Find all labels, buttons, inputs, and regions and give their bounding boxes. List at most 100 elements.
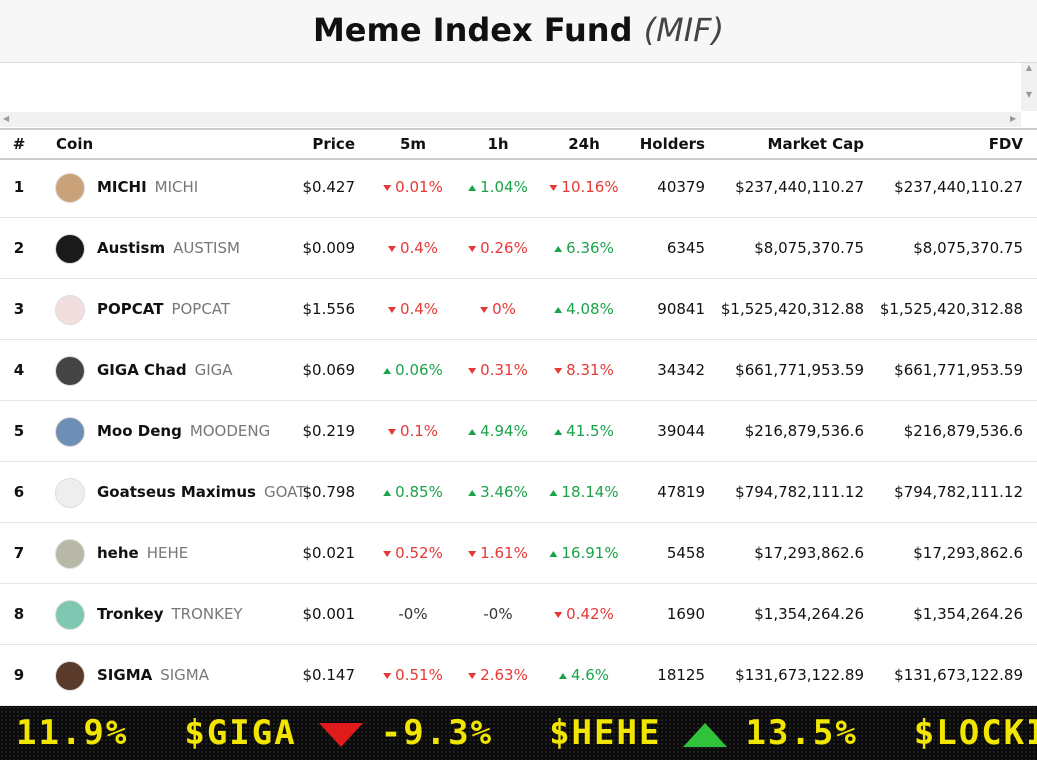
column-header: #: [12, 135, 26, 153]
price: $1.556: [302, 300, 356, 318]
fdv: $794,782,111.12: [894, 483, 1023, 501]
coin: hehe HEHE: [97, 523, 188, 583]
price: $0.427: [302, 178, 356, 196]
change-h24: 4.6%: [558, 645, 609, 705]
trend-arrow: [387, 428, 396, 435]
market-cap: $794,782,111.12: [735, 483, 864, 501]
trend-arrow: [468, 367, 477, 374]
coin: POPCAT POPCAT: [97, 279, 230, 339]
change-value: 1.61%: [480, 544, 528, 562]
ticker-change: 11.9%: [16, 713, 129, 753]
change-value: 0.31%: [480, 361, 528, 379]
table-row: 9 SIGMA SIGMA $0.147 0.51% 2.63% 4.6% 18125 $131…: [0, 645, 1037, 706]
trend-arrow: [468, 550, 477, 557]
coin-symbol: SIGMA: [160, 666, 210, 684]
fdv: $131,673,122.89: [894, 666, 1023, 684]
change-m5: 0.06%: [383, 340, 443, 400]
rank: 8: [13, 605, 25, 623]
change-h24: 18.14%: [549, 462, 619, 522]
coin-name: hehe: [97, 544, 139, 562]
change-h24: 0.42%: [554, 584, 614, 644]
coin-avatar: [55, 539, 85, 569]
market-cap: $8,075,370.75: [754, 239, 864, 257]
price: $0.219: [302, 422, 356, 440]
trend-arrow: [383, 367, 392, 374]
coin: Moo Deng MOODENG: [97, 401, 270, 461]
change-h24: 6.36%: [554, 218, 614, 278]
trend-arrow: [554, 245, 563, 252]
change-value: 2.63%: [480, 666, 528, 684]
coin-avatar: [55, 295, 85, 325]
coin: MICHI MICHI: [97, 157, 198, 217]
coin-name: GIGA Chad: [97, 361, 187, 379]
trend-arrow: [558, 672, 567, 679]
fdv: $237,440,110.27: [894, 178, 1023, 196]
column-header: Coin: [56, 135, 94, 153]
trend-arrow: [468, 245, 477, 252]
change-h24: 16.91%: [549, 523, 619, 583]
change-m5: 0.85%: [383, 462, 443, 522]
change-value: 4.08%: [566, 300, 614, 318]
trend-arrow: [554, 306, 563, 313]
holders: 40379: [657, 178, 705, 196]
change-m5: 0.52%: [383, 523, 443, 583]
change-value: 0.85%: [395, 483, 443, 501]
table-row: 3 POPCAT POPCAT $1.556 0.4% 0% 4.08% 90841 $1,52…: [0, 279, 1037, 340]
trend-arrow: [549, 184, 558, 191]
coin-avatar: [55, 173, 85, 203]
coin-name: POPCAT: [97, 300, 164, 318]
ticker-symbol: $HEHE: [549, 713, 662, 753]
coin-name: Moo Deng: [97, 422, 182, 440]
change-h24: 10.16%: [549, 157, 619, 217]
ticker-arrow: [683, 722, 728, 747]
change-value: 6.36%: [566, 239, 614, 257]
fdv: $1,525,420,312.88: [879, 300, 1023, 318]
fdv: $8,075,370.75: [913, 239, 1023, 257]
trend-arrow: [468, 184, 477, 191]
trend-arrow: [480, 306, 489, 313]
change-h24: 4.08%: [554, 279, 614, 339]
coin-symbol: AUSTISM: [173, 239, 240, 257]
coin: Tronkey TRONKEY: [97, 584, 243, 644]
market-cap: $1,525,420,312.88: [720, 300, 864, 318]
coin: GIGA Chad GIGA: [97, 340, 233, 400]
horizontal-scrollbar[interactable]: ◀ ▶: [0, 112, 1021, 127]
price: $0.798: [302, 483, 356, 501]
coin-name: MICHI: [97, 178, 147, 196]
column-header: 1h: [487, 135, 509, 153]
price: $0.009: [302, 239, 356, 257]
market-cap: $17,293,862.6: [754, 544, 864, 562]
holders: 39044: [657, 422, 705, 440]
change-m5: 0.4%: [387, 279, 438, 339]
holders: 47819: [657, 483, 705, 501]
change-value: 0%: [492, 300, 516, 318]
market-cap: $1,354,264.26: [754, 605, 864, 623]
trend-arrow: [554, 367, 563, 374]
change-value: 0.51%: [395, 666, 443, 684]
change-m5: 0.1%: [387, 401, 438, 461]
trend-arrow: [549, 550, 558, 557]
market-cap: $237,440,110.27: [735, 178, 864, 196]
change-h1: 3.46%: [468, 462, 528, 522]
vertical-scrollbar[interactable]: ▲ ▼: [1021, 63, 1037, 111]
change-h1: 0.31%: [468, 340, 528, 400]
coin-avatar: [55, 417, 85, 447]
table-header: # Coin Price 5m 1h 24h Holders Market Cap FDV: [0, 128, 1037, 160]
change-value: 0.42%: [566, 605, 614, 623]
change-value: -0%: [398, 605, 428, 623]
holders: 1690: [666, 605, 705, 623]
rank: 6: [13, 483, 25, 501]
change-h1: -0%: [483, 584, 512, 644]
header: Meme Index Fund (MIF): [0, 0, 1037, 63]
table-row: 5 Moo Deng MOODENG $0.219 0.1% 4.94% 41.5% 3904…: [0, 401, 1037, 462]
trend-arrow: [554, 428, 563, 435]
coin-symbol: MOODENG: [189, 422, 271, 440]
change-h1: 4.94%: [468, 401, 528, 461]
coin-avatar: [55, 478, 85, 508]
column-header: Market Cap: [767, 135, 864, 153]
coin: Goatseus Maximus GOAT: [97, 462, 305, 522]
ticker-row: 11.9% $GIGA -9.3% $HEHE 13.5% $LOCKI: [16, 714, 1037, 752]
market-cap: $661,771,953.59: [735, 361, 864, 379]
change-value: 0.26%: [480, 239, 528, 257]
